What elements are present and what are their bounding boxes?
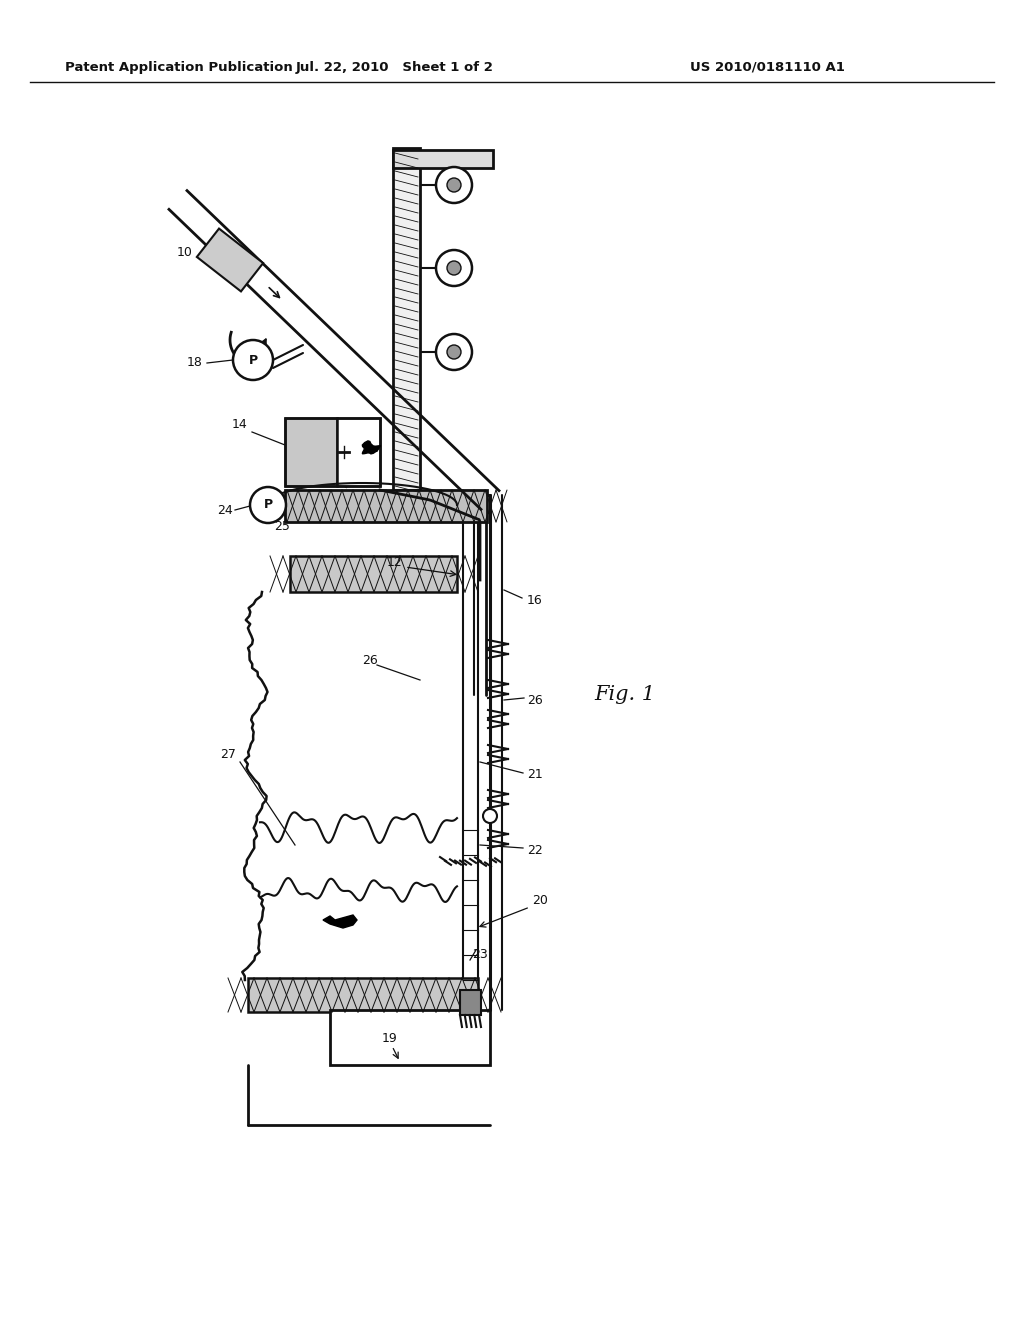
Text: US 2010/0181110 A1: US 2010/0181110 A1 bbox=[690, 61, 845, 74]
Text: 21: 21 bbox=[527, 768, 543, 781]
Bar bbox=[285, 490, 487, 521]
Polygon shape bbox=[373, 446, 381, 451]
Text: 14: 14 bbox=[232, 418, 248, 432]
Text: 19: 19 bbox=[382, 1031, 398, 1044]
Text: 27: 27 bbox=[220, 748, 236, 762]
Text: Fig. 1: Fig. 1 bbox=[594, 685, 655, 704]
Text: Patent Application Publication: Patent Application Publication bbox=[65, 61, 293, 74]
Text: 10: 10 bbox=[177, 246, 193, 259]
Text: P: P bbox=[263, 499, 272, 511]
Circle shape bbox=[436, 334, 472, 370]
Text: 25: 25 bbox=[274, 520, 290, 533]
Circle shape bbox=[447, 178, 461, 191]
Text: 16: 16 bbox=[527, 594, 543, 606]
Text: P: P bbox=[249, 354, 258, 367]
Bar bbox=[393, 148, 420, 490]
Bar bbox=[337, 418, 380, 486]
Text: 23: 23 bbox=[472, 949, 487, 961]
Bar bbox=[197, 228, 263, 292]
Bar bbox=[285, 418, 380, 486]
Text: 12: 12 bbox=[387, 557, 402, 569]
Bar bbox=[290, 556, 457, 591]
Bar bbox=[330, 1010, 490, 1065]
Circle shape bbox=[483, 809, 497, 822]
Bar bbox=[285, 418, 337, 486]
Bar bbox=[460, 990, 481, 1015]
Polygon shape bbox=[323, 915, 357, 928]
Text: 20: 20 bbox=[532, 894, 548, 907]
Circle shape bbox=[447, 261, 461, 275]
Text: 22: 22 bbox=[527, 843, 543, 857]
Circle shape bbox=[447, 345, 461, 359]
Circle shape bbox=[233, 341, 273, 380]
Text: Jul. 22, 2010   Sheet 1 of 2: Jul. 22, 2010 Sheet 1 of 2 bbox=[296, 61, 494, 74]
Circle shape bbox=[436, 168, 472, 203]
Bar bbox=[248, 978, 478, 1012]
Text: 24: 24 bbox=[217, 503, 232, 516]
Bar bbox=[393, 150, 493, 168]
Polygon shape bbox=[362, 441, 379, 454]
Text: 26: 26 bbox=[362, 653, 378, 667]
Circle shape bbox=[250, 487, 286, 523]
Text: 18: 18 bbox=[187, 356, 203, 370]
Text: 26: 26 bbox=[527, 693, 543, 706]
Circle shape bbox=[436, 249, 472, 286]
